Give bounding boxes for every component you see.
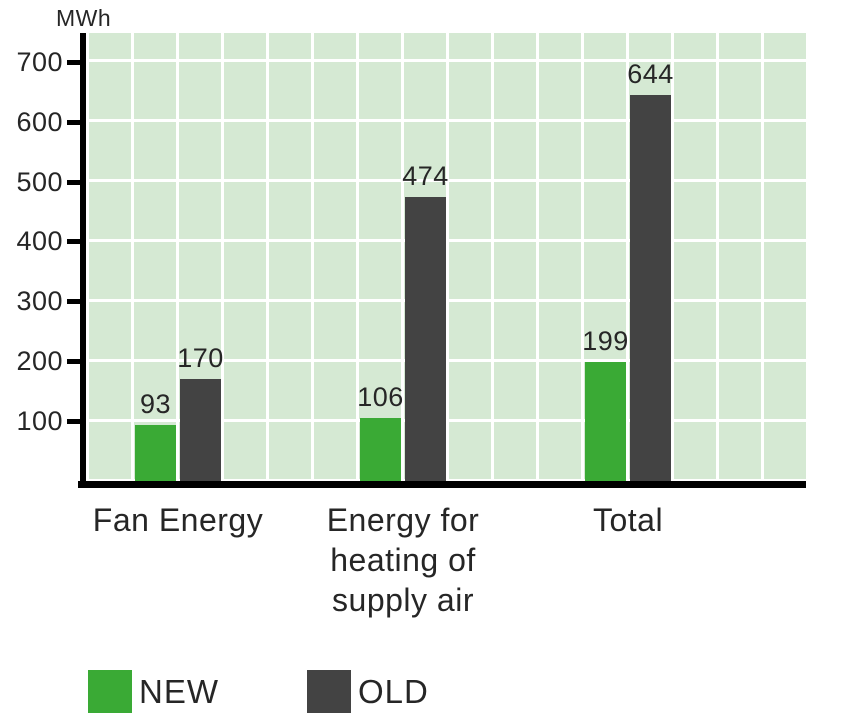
legend-label: OLD (358, 672, 429, 710)
bar-value-label: 199 (582, 326, 629, 356)
bar-old-2 (405, 197, 446, 481)
bar-value-label: 93 (139, 389, 172, 419)
bar-old-3 (630, 95, 671, 481)
legend-swatch-old (307, 670, 351, 713)
bar-value-label: 474 (402, 161, 449, 191)
y-axis-tick-mark (67, 359, 80, 364)
y-axis-tick-mark (67, 120, 80, 125)
y-axis-tick-label: 200 (16, 346, 63, 376)
y-axis-tick-label: 400 (16, 226, 63, 256)
y-axis-tick-label: 600 (16, 107, 63, 137)
y-axis-tick-label: 300 (16, 286, 63, 316)
y-axis-tick-label: 700 (16, 47, 63, 77)
y-axis-tick-mark (67, 299, 80, 304)
y-axis-tick-label: 500 (16, 167, 63, 197)
category-label-2: Energy for heating of supply air (326, 502, 480, 618)
plot-area (86, 33, 806, 481)
bar-new-2 (360, 418, 401, 481)
legend-item-new: NEW (88, 670, 219, 713)
bar-value-label: 170 (177, 343, 224, 373)
y-axis-tick-label: 100 (16, 406, 63, 436)
legend-label: NEW (139, 672, 219, 710)
bar-new-3 (585, 362, 626, 481)
x-axis-line (78, 481, 806, 488)
legend-swatch-new (88, 670, 132, 713)
y-axis-tick-mark (67, 180, 80, 185)
y-axis-line (80, 33, 86, 487)
y-axis-tick-mark (67, 60, 80, 65)
bar-value-label: 644 (627, 59, 674, 89)
y-axis-unit-label: MWh (56, 5, 112, 31)
bar-new-1 (135, 425, 176, 481)
category-label-3: Total (592, 502, 664, 538)
y-axis-tick-mark (67, 239, 80, 244)
legend-item-old: OLD (307, 670, 429, 713)
bar-value-label: 106 (357, 382, 404, 412)
bar-old-1 (180, 379, 221, 481)
y-axis-tick-mark (67, 419, 80, 424)
category-label-1: Fan Energy (92, 502, 264, 538)
